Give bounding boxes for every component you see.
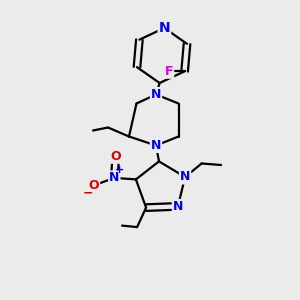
Text: O: O	[110, 150, 121, 163]
Text: N: N	[159, 21, 170, 35]
Text: N: N	[109, 171, 119, 184]
Text: N: N	[180, 170, 190, 184]
Text: O: O	[88, 179, 99, 192]
Text: −: −	[82, 186, 93, 200]
Text: N: N	[151, 139, 161, 152]
Text: N: N	[173, 200, 183, 213]
Text: +: +	[115, 165, 124, 176]
Text: N: N	[151, 88, 161, 101]
Text: F: F	[165, 65, 173, 78]
